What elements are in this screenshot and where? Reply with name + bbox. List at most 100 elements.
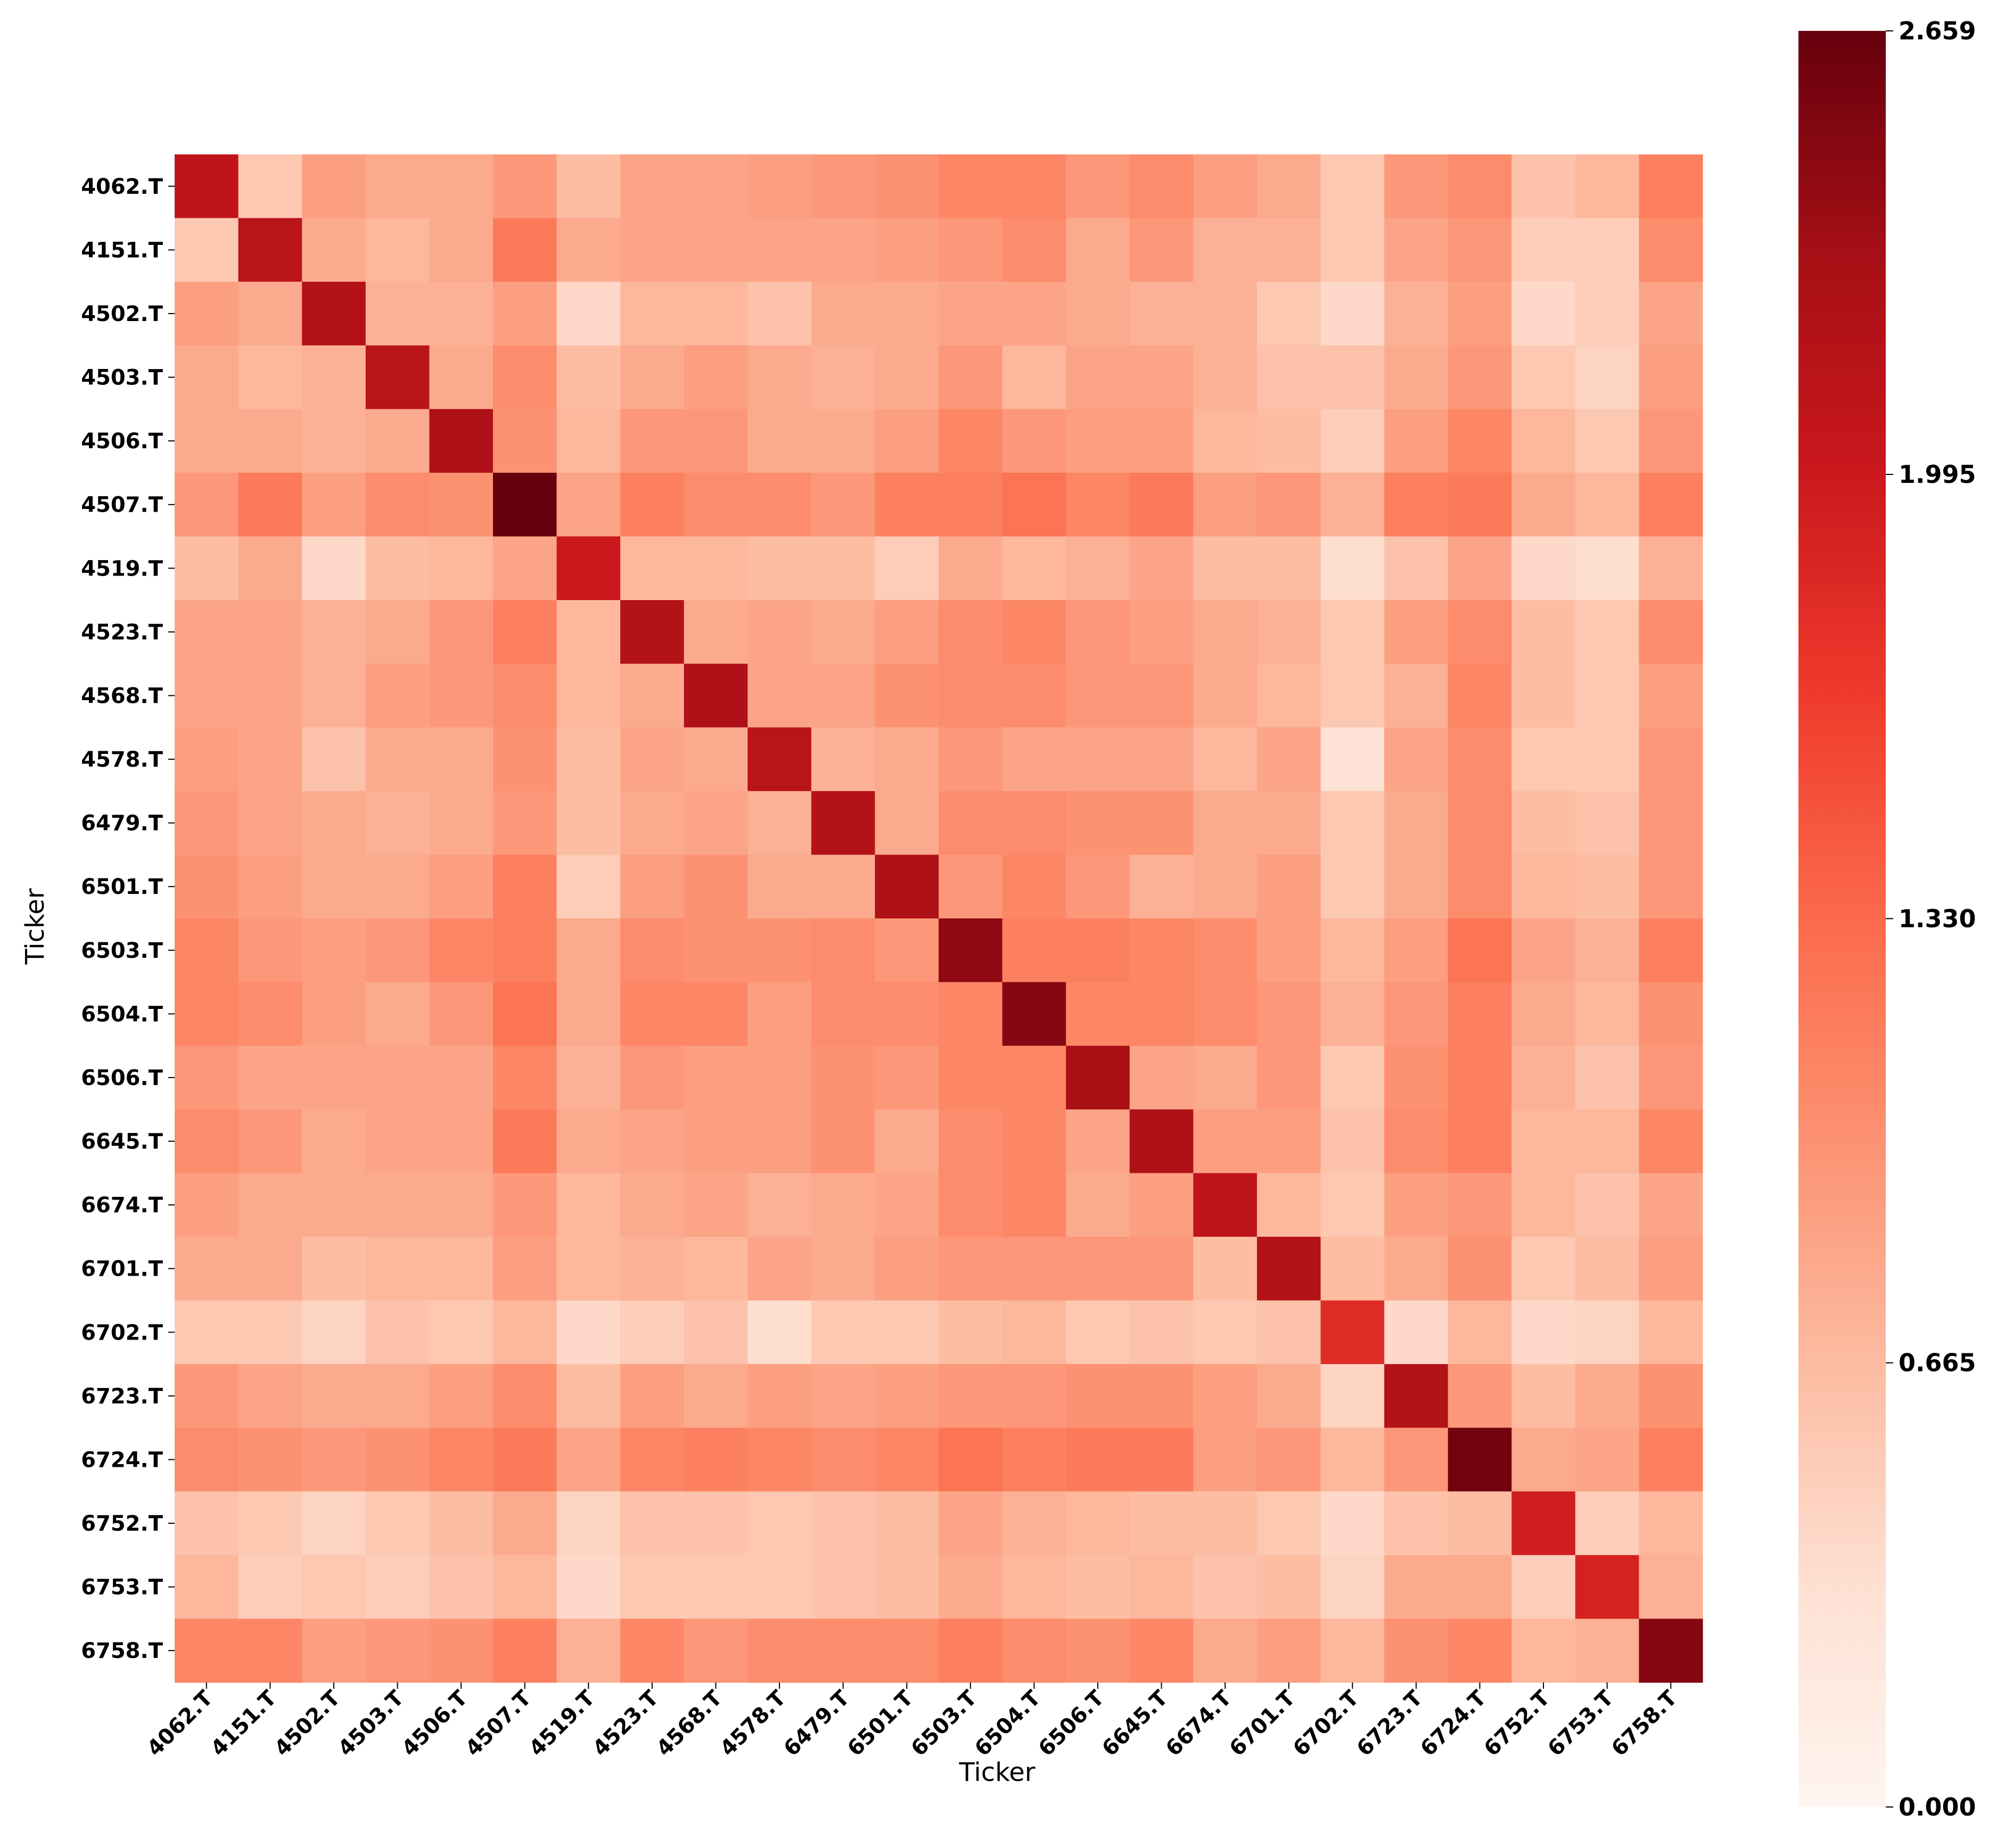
heatmap-cell: [1320, 1236, 1385, 1301]
heatmap-cell: [1448, 1619, 1512, 1683]
heatmap-cell: [620, 1300, 685, 1365]
heatmap-cell: [365, 982, 430, 1046]
heatmap-cell: [365, 1364, 430, 1428]
heatmap-cell: [365, 663, 430, 728]
heatmap-cell: [1002, 1109, 1066, 1173]
heatmap-cell: [556, 345, 621, 409]
heatmap-cell: [811, 1619, 876, 1683]
heatmap-cell: [811, 791, 876, 856]
heatmap-cell: [620, 982, 685, 1046]
heatmap-cell: [1511, 918, 1576, 983]
heatmap-cell: [1320, 1364, 1385, 1428]
heatmap-cell: [620, 663, 685, 728]
heatmap-cell: [1384, 1173, 1449, 1237]
heatmap-cell: [747, 154, 812, 219]
heatmap-cell: [238, 409, 302, 473]
heatmap-cell: [365, 1491, 430, 1556]
heatmap-cell: [1448, 727, 1512, 792]
heatmap-cell: [1448, 1173, 1512, 1237]
x-tick-label: 6645.T: [1097, 1686, 1173, 1761]
heatmap-cell: [175, 663, 239, 728]
heatmap-cell: [875, 855, 939, 919]
heatmap-cell: [1575, 1427, 1640, 1492]
heatmap-cell: [875, 663, 939, 728]
heatmap-cell: [1384, 472, 1449, 537]
heatmap-cell: [1575, 409, 1640, 473]
heatmap-cell: [939, 1173, 1003, 1237]
heatmap-cell: [939, 791, 1003, 856]
heatmap-cell: [1129, 727, 1194, 792]
heatmap-cell: [684, 218, 748, 282]
x-tick-label: 6701.T: [1225, 1686, 1300, 1761]
heatmap-cell: [1448, 1109, 1512, 1173]
heatmap-cell: [429, 791, 494, 856]
heatmap-cell: [875, 1236, 939, 1301]
heatmap-cell: [302, 855, 366, 919]
heatmap-cell: [1002, 345, 1066, 409]
heatmap-cell: [429, 345, 494, 409]
heatmap-cell: [1193, 1173, 1258, 1237]
heatmap-cell: [175, 1619, 239, 1683]
heatmap-cell: [1448, 345, 1512, 409]
y-tick-label: 6674.T: [81, 1193, 163, 1218]
heatmap-cell: [175, 791, 239, 856]
heatmap-cell: [1193, 1300, 1258, 1365]
heatmap-cell: [1639, 345, 1703, 409]
heatmap-cell: [238, 1046, 302, 1110]
x-tick-label: 4503.T: [333, 1686, 409, 1761]
y-tick-label: 6501.T: [81, 875, 163, 899]
heatmap-cell: [1511, 536, 1576, 601]
heatmap-cell: [1002, 1046, 1066, 1110]
heatmap-cell: [1066, 1300, 1130, 1365]
heatmap-cell: [747, 1427, 812, 1492]
heatmap-cell: [238, 345, 302, 409]
heatmap-cell: [620, 345, 685, 409]
x-tick-label: 6479.T: [779, 1686, 855, 1761]
x-axis: 4062.T4151.T4502.T4503.T4506.T4507.T4519…: [143, 1682, 1682, 1761]
heatmap-cell: [365, 855, 430, 919]
heatmap-cell: [1511, 1173, 1576, 1237]
colorbar-tick-label: 0.000: [1899, 1793, 1976, 1821]
heatmap-cell: [492, 345, 557, 409]
heatmap-cell: [1384, 1046, 1449, 1110]
heatmap-cell: [1129, 1173, 1194, 1237]
heatmap-cell: [747, 1300, 812, 1365]
heatmap-cell: [302, 663, 366, 728]
heatmap-cell: [1002, 663, 1066, 728]
heatmap-cell: [302, 409, 366, 473]
heatmap-cell: [1320, 1173, 1385, 1237]
heatmap-cell: [684, 855, 748, 919]
heatmap-cell: [556, 1300, 621, 1365]
x-tick-label: 4507.T: [461, 1686, 536, 1761]
heatmap-cell: [684, 918, 748, 983]
heatmap-cell: [1193, 282, 1258, 346]
heatmap-cell: [1511, 791, 1576, 856]
heatmap-cell: [1448, 1491, 1512, 1556]
heatmap-cell: [556, 982, 621, 1046]
heatmap-cell: [875, 1109, 939, 1173]
heatmap-cell: [1002, 409, 1066, 473]
colorbar-tick-label: 1.330: [1899, 904, 1976, 933]
heatmap-cell: [1511, 1300, 1576, 1365]
heatmap-cells: [175, 154, 1703, 1683]
x-tick-label: 4151.T: [206, 1686, 282, 1761]
heatmap-cell: [1320, 855, 1385, 919]
heatmap-cell: [747, 536, 812, 601]
heatmap-cell: [1002, 1427, 1066, 1492]
heatmap-cell: [811, 472, 876, 537]
heatmap-cell: [1066, 1491, 1130, 1556]
heatmap-cell: [238, 918, 302, 983]
heatmap-cell: [939, 663, 1003, 728]
heatmap-cell: [1448, 663, 1512, 728]
heatmap-cell: [747, 345, 812, 409]
heatmap-cell: [429, 1491, 494, 1556]
heatmap-cell: [1256, 1300, 1321, 1365]
heatmap-cell: [1448, 855, 1512, 919]
heatmap-cell: [1384, 663, 1449, 728]
heatmap-cell: [939, 218, 1003, 282]
heatmap-cell: [811, 727, 876, 792]
heatmap-cell: [747, 1109, 812, 1173]
heatmap-cell: [556, 409, 621, 473]
heatmap-cell: [365, 918, 430, 983]
heatmap-cell: [1002, 600, 1066, 664]
